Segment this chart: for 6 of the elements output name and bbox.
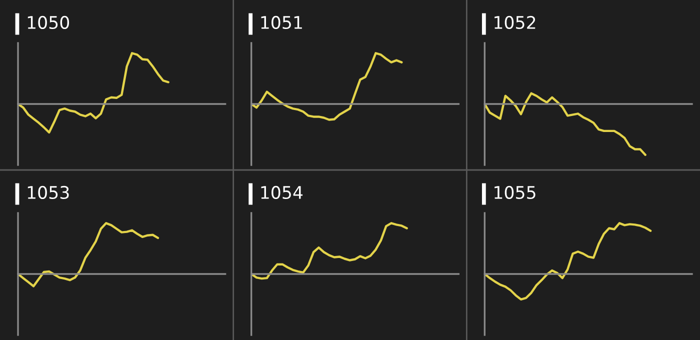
chart-title: 1052 (494, 16, 536, 30)
chart-title: 1055 (494, 186, 536, 200)
chart-title: 1053 (28, 186, 69, 200)
chart-title: 1050 (28, 16, 70, 30)
chart-title: 1054 (261, 186, 303, 200)
chart-title: 1051 (261, 16, 302, 30)
